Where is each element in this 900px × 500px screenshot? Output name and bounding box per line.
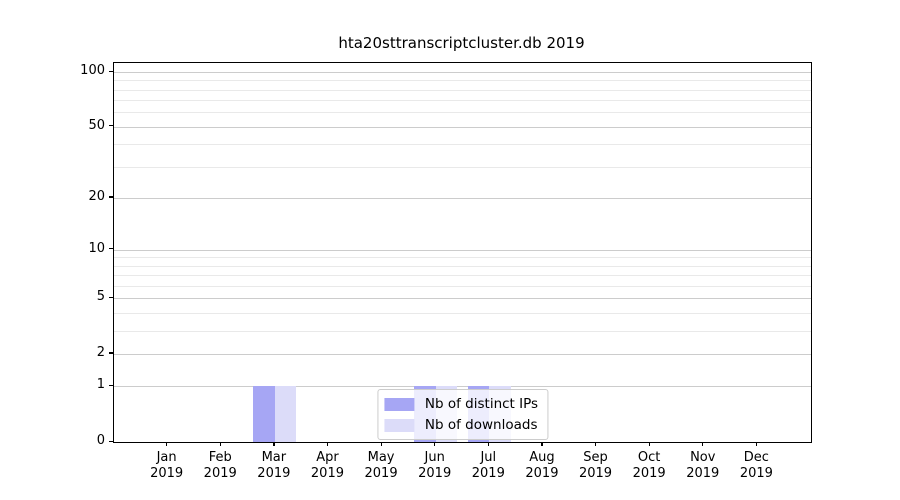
x-tick-year: 2019 bbox=[686, 465, 720, 481]
x-tick-year: 2019 bbox=[471, 465, 505, 481]
x-tick-mark bbox=[219, 442, 221, 446]
x-tick-mark bbox=[648, 442, 650, 446]
y-tick-mark bbox=[109, 352, 113, 354]
bar-distinct-ips bbox=[253, 386, 275, 442]
x-tick-mark bbox=[541, 442, 543, 446]
y-tick-label: 5 bbox=[96, 289, 105, 305]
x-tick-label-jan: Jan 2019 bbox=[135, 450, 199, 481]
legend-swatch bbox=[383, 397, 414, 411]
x-tick-label-feb: Feb 2019 bbox=[188, 450, 252, 481]
y-tick-mark bbox=[109, 70, 113, 72]
legend-entry: Nb of distinct IPs bbox=[383, 396, 539, 412]
x-tick-mark bbox=[326, 442, 329, 446]
minor-gridline bbox=[114, 265, 811, 267]
x-tick-year: 2019 bbox=[525, 465, 559, 481]
x-tick-mark bbox=[380, 442, 382, 446]
x-tick-year: 2019 bbox=[257, 465, 291, 481]
x-tick-month: Sep bbox=[583, 450, 608, 465]
x-tick-mark bbox=[273, 442, 275, 446]
minor-gridline bbox=[114, 312, 811, 314]
x-tick-month: Jul bbox=[480, 450, 497, 465]
y-tick-label: 2 bbox=[96, 344, 105, 360]
x-tick-month: Jan bbox=[156, 450, 177, 465]
minor-gridline bbox=[114, 166, 811, 168]
x-tick-year: 2019 bbox=[364, 465, 398, 481]
legend-label: Nb of downloads bbox=[424, 417, 538, 433]
legend-label: Nb of distinct IPs bbox=[424, 396, 539, 412]
x-tick-mark bbox=[595, 442, 597, 446]
x-tick-label-jun: Jun 2019 bbox=[403, 450, 467, 481]
y-tick-label: 50 bbox=[88, 117, 105, 133]
y-tick-label: 20 bbox=[88, 188, 105, 204]
major-gridline bbox=[114, 353, 811, 355]
x-tick-label-apr: Apr 2019 bbox=[295, 450, 359, 481]
major-gridline bbox=[114, 72, 811, 73]
x-tick-month: Aug bbox=[529, 450, 555, 465]
x-tick-year: 2019 bbox=[203, 465, 237, 481]
y-tick-mark bbox=[109, 125, 113, 127]
plot-area: Nb of distinct IPs Nb of downloads bbox=[113, 62, 812, 443]
x-tick-year: 2019 bbox=[310, 465, 344, 481]
y-tick-mark bbox=[109, 440, 113, 442]
x-tick-label-jul: Jul 2019 bbox=[456, 450, 520, 481]
major-gridline bbox=[114, 126, 811, 128]
major-gridline bbox=[114, 298, 811, 300]
legend: Nb of distinct IPs Nb of downloads bbox=[376, 389, 549, 440]
minor-gridline bbox=[114, 89, 811, 91]
y-tick-mark bbox=[109, 196, 113, 198]
x-tick-mark bbox=[166, 442, 168, 446]
x-tick-year: 2019 bbox=[632, 465, 666, 481]
y-tick-label: 10 bbox=[88, 240, 105, 256]
x-tick-month: Apr bbox=[316, 450, 339, 465]
x-tick-year: 2019 bbox=[578, 465, 613, 481]
x-tick-month: Jun bbox=[424, 450, 445, 465]
x-tick-label-sep: Sep 2019 bbox=[564, 450, 628, 481]
x-tick-month: Dec bbox=[743, 450, 769, 465]
y-tick-label: 1 bbox=[96, 377, 105, 393]
y-tick-label: 0 bbox=[96, 433, 105, 448]
x-tick-label-aug: Aug 2019 bbox=[510, 450, 574, 481]
minor-gridline bbox=[114, 112, 811, 114]
minor-gridline bbox=[114, 285, 811, 287]
minor-gridline bbox=[114, 144, 811, 146]
x-tick-year: 2019 bbox=[150, 465, 184, 481]
x-tick-label-dec: Dec 2019 bbox=[724, 450, 788, 481]
x-tick-month: May bbox=[367, 450, 395, 465]
plot-canvas bbox=[114, 63, 811, 442]
x-tick-month: Nov bbox=[690, 450, 716, 465]
x-tick-label-nov: Nov 2019 bbox=[671, 450, 735, 481]
bar-downloads bbox=[274, 386, 297, 442]
x-tick-mark bbox=[434, 442, 436, 446]
y-tick-mark bbox=[109, 296, 113, 299]
y-tick-label: 100 bbox=[80, 63, 105, 78]
x-tick-year: 2019 bbox=[418, 465, 452, 481]
minor-gridline bbox=[114, 80, 811, 82]
x-tick-year: 2019 bbox=[739, 465, 773, 481]
x-tick-mark bbox=[702, 442, 704, 446]
minor-gridline bbox=[114, 275, 811, 277]
x-tick-label-mar: Mar 2019 bbox=[242, 450, 306, 481]
x-tick-month: Oct bbox=[637, 450, 661, 465]
minor-gridline bbox=[114, 330, 811, 332]
x-tick-mark bbox=[755, 442, 758, 446]
minor-gridline bbox=[114, 100, 811, 102]
y-tick-mark bbox=[109, 248, 113, 250]
major-gridline bbox=[114, 249, 811, 251]
x-tick-label-may: May 2019 bbox=[349, 450, 413, 481]
x-tick-month: Feb bbox=[208, 450, 232, 465]
legend-swatch bbox=[383, 418, 414, 432]
y-tick-mark bbox=[109, 384, 113, 387]
major-gridline bbox=[114, 197, 811, 199]
x-tick-label-oct: Oct 2019 bbox=[617, 450, 681, 481]
chart-title: hta20sttranscriptcluster.db 2019 bbox=[338, 34, 585, 52]
major-gridline bbox=[114, 386, 811, 388]
x-tick-month: Mar bbox=[261, 450, 287, 465]
x-tick-mark bbox=[487, 442, 489, 446]
minor-gridline bbox=[114, 257, 811, 259]
legend-entry: Nb of downloads bbox=[383, 417, 538, 433]
